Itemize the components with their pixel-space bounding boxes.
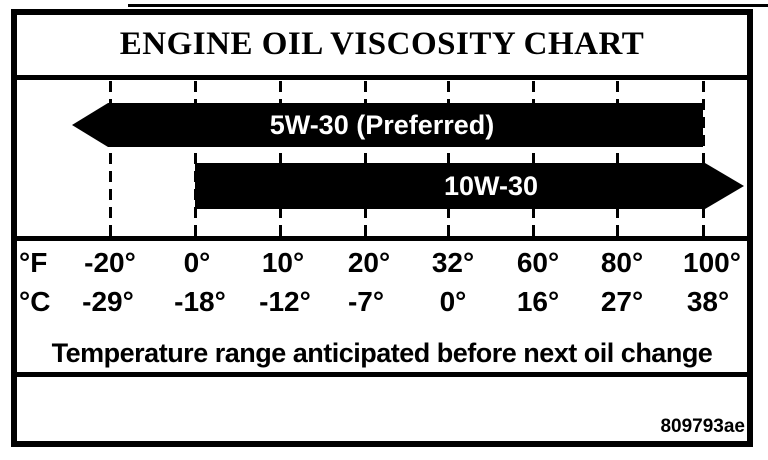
viscosity-bar-10w30: [195, 163, 705, 209]
reference-code: 809793ae: [660, 416, 745, 437]
tick-c-0: 0°: [439, 286, 467, 317]
tick-f-80: 80°: [600, 247, 644, 278]
gridline-0f: [194, 81, 197, 236]
viscosity-bar-5w30: [108, 103, 703, 147]
gridline-60f: [532, 81, 535, 236]
gridline-10f: [279, 81, 282, 236]
gridline-32f: [447, 81, 450, 236]
tick-c-minus7: -7°: [347, 286, 385, 317]
fahrenheit-unit-label: °F: [19, 247, 48, 278]
left-arrowhead-icon: [72, 103, 108, 147]
tick-f-100: 100°: [683, 247, 741, 278]
gridline-minus20f: [109, 81, 112, 236]
gridline-80f: [616, 81, 619, 236]
title-divider: [17, 75, 747, 80]
tick-f-0: 0°: [183, 247, 211, 278]
celsius-unit-label: °C: [19, 286, 51, 317]
gridline-20f: [364, 81, 367, 236]
tick-c-16: 16°: [516, 286, 560, 317]
caption-text: Temperature range anticipated before nex…: [51, 338, 713, 368]
tick-f-60: 60°: [516, 247, 560, 278]
tick-c-minus29: -29°: [82, 286, 134, 317]
caption-divider: [17, 372, 747, 377]
viscosity-bar-10w30-label: 10W-30: [444, 171, 538, 201]
tick-f-20: 20°: [347, 247, 391, 278]
tick-f-10: 10°: [261, 247, 305, 278]
viscosity-bar-5w30-label: 5W-30 (Preferred): [269, 110, 495, 140]
tick-c-minus12: -12°: [259, 286, 311, 317]
tick-f-32: 32°: [431, 247, 475, 278]
tick-c-minus18: -18°: [174, 286, 226, 317]
tick-f-minus20: -20°: [84, 247, 136, 278]
right-arrowhead-icon: [705, 163, 744, 209]
tick-c-38: 38°: [686, 286, 730, 317]
chart-title: ENGINE OIL VISCOSITY CHART: [119, 26, 645, 62]
scale-divider: [17, 236, 747, 241]
gridline-100f: [702, 81, 705, 236]
tick-c-27: 27°: [600, 286, 644, 317]
scan-artifact-line: [128, 4, 768, 7]
